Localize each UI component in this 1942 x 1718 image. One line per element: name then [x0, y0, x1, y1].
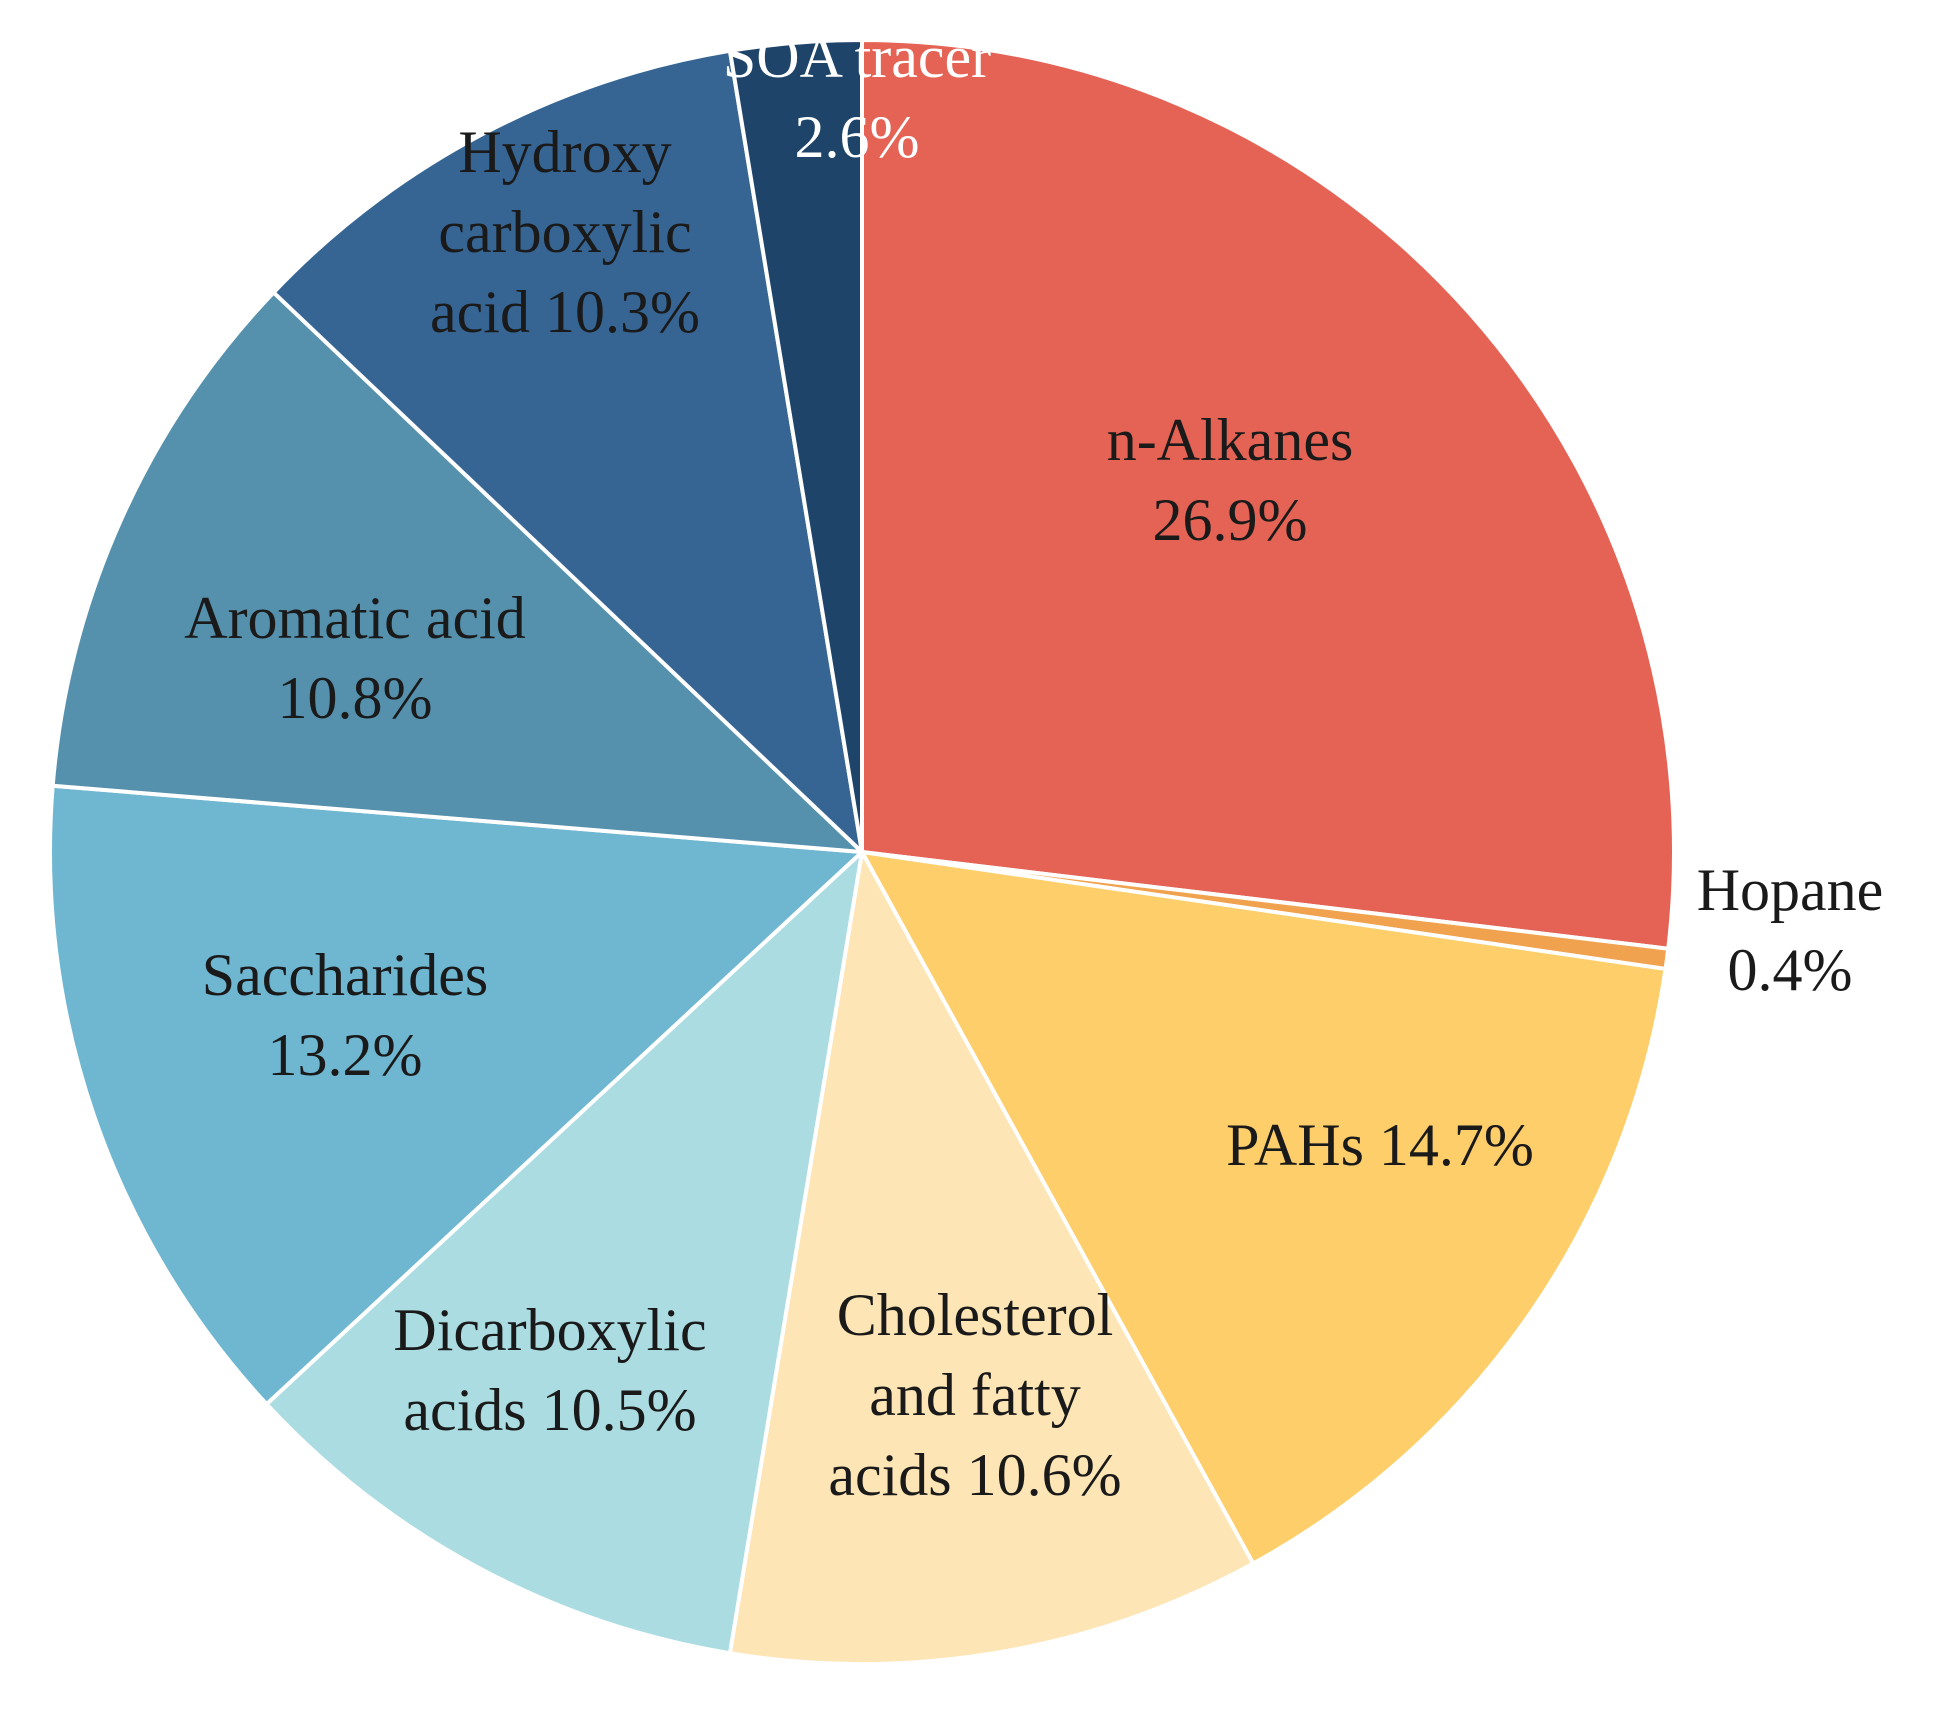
slice-label-n-alkanes: n-Alkanes 26.9%	[1107, 407, 1354, 553]
slice-label-line: Hydroxy	[458, 119, 671, 185]
slice-label-dicarboxylic-acids: Dicarboxylic acids 10.5%	[393, 1297, 706, 1443]
labels-layer: n-Alkanes 26.9% Hopane 0.4% PAHs 14.7% Choles…	[184, 24, 1883, 1508]
slice-label-line: Cholesterol	[837, 1282, 1114, 1348]
slice-label-soa-tracer: SOA tracer 2.6%	[723, 24, 991, 170]
slice-label-line: Dicarboxylic	[393, 1297, 706, 1363]
slice-label-line: Hopane	[1697, 857, 1884, 923]
slice-label-line: 0.4%	[1728, 937, 1853, 1003]
slice-label-line: 13.2%	[268, 1022, 423, 1088]
pie-slice-hydroxy-carboxylic-acid	[271, 48, 864, 854]
slice-label-line: PAHs 14.7%	[1226, 1112, 1534, 1178]
slice-label-line: acid 10.3%	[430, 279, 700, 345]
slice-label-line: n-Alkanes	[1107, 407, 1354, 473]
slice-label-line: 10.8%	[278, 665, 433, 731]
slice-label-line: acids 10.5%	[403, 1377, 696, 1443]
slice-label-hopane: Hopane 0.4%	[1697, 857, 1884, 1003]
slice-label-line: 2.6%	[795, 104, 920, 170]
slices-layer	[48, 38, 1676, 1666]
slice-label-line: 26.9%	[1153, 487, 1308, 553]
slice-label-line: SOA tracer	[723, 24, 991, 90]
slice-label-line: acids 10.6%	[828, 1442, 1121, 1508]
slice-label-line: Aromatic acid	[184, 585, 526, 651]
slice-label-cholesterol-and-fatty-acids: Cholesterol and fatty acids 10.6%	[828, 1282, 1121, 1508]
pie-slice-aromatic-acid	[50, 290, 864, 854]
slice-label-line: carboxylic	[438, 199, 691, 265]
pie-slice-saccharides	[48, 783, 864, 1407]
slice-label-line: Saccharides	[202, 942, 489, 1008]
slice-label-line: and fatty	[869, 1362, 1081, 1428]
slice-label-hydroxy-carboxylic-acid: Hydroxy carboxylic acid 10.3%	[430, 119, 700, 345]
pie-slice-dicarboxylic-acids	[264, 850, 864, 1656]
slice-label-pahs: PAHs 14.7%	[1226, 1112, 1534, 1178]
pie-slice-cholesterol-and-fatty-acids	[727, 850, 1256, 1666]
slice-label-aromatic-acid: Aromatic acid 10.8%	[184, 585, 526, 731]
pie-slice-soa-tracer	[727, 38, 864, 854]
pie-slice-pahs	[860, 850, 1668, 1566]
slice-label-saccharides: Saccharides 13.2%	[202, 942, 489, 1088]
pie-slice-n-alkanes	[860, 38, 1676, 951]
